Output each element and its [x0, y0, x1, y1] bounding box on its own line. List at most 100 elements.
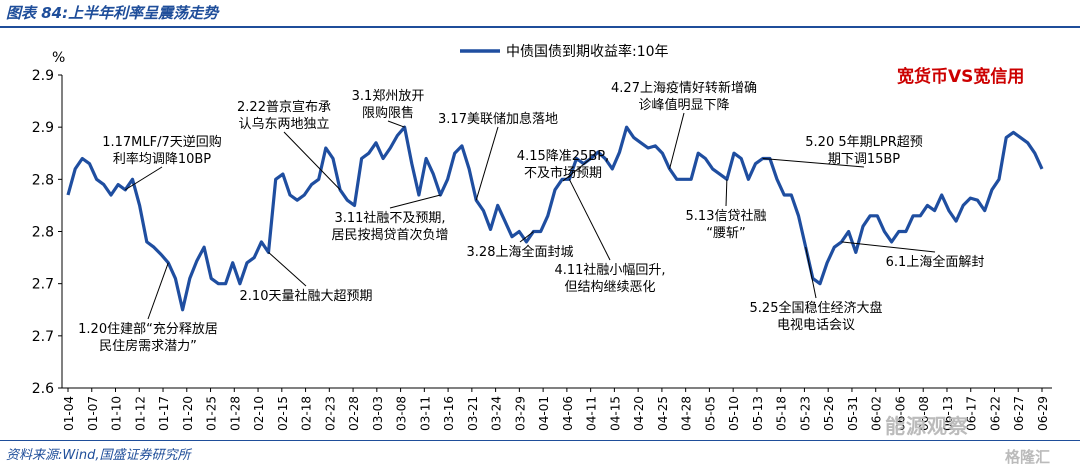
x-tick-label: 05-05	[703, 396, 717, 431]
annotation-leader	[841, 241, 936, 253]
annotation-text: 3.17美联储加息落地	[438, 111, 558, 127]
annotation-line: 2.22普京宣布承	[237, 99, 331, 115]
x-tick-label: 04-11	[585, 396, 599, 431]
annotation-line: 1.17MLF/7天逆回购	[102, 134, 222, 150]
annotation-leader	[725, 179, 728, 207]
annotation-leader	[475, 126, 499, 201]
annotation: 1.20住建部“充分释放居民住房需求潜力”	[78, 262, 218, 354]
annotation: 2.22普京宣布承认乌东两地独立	[237, 99, 341, 191]
x-tick-label: 01-25	[205, 396, 219, 431]
line-layer	[66, 125, 1044, 312]
annotation-leader	[762, 157, 865, 168]
annotation: 4.27上海疫情好转新增确诊峰值明显下降	[611, 80, 757, 170]
x-tick-label: 06-27	[1012, 396, 1026, 431]
x-tick-label: 02-23	[323, 396, 337, 431]
x-tick-label: 05-23	[798, 396, 812, 431]
annotation-line: 4.27上海疫情好转新增确	[611, 80, 757, 96]
annotation-line: 但结构继续恶化	[564, 280, 655, 295]
annotation: 3.11社融不及预期,居民按揭贷首次负增	[331, 194, 449, 243]
x-tick-label: 03-24	[490, 396, 504, 431]
x-tick-label: 03-29	[513, 396, 527, 431]
annotation-text: 1.20住建部“充分释放居民住房需求潜力”	[78, 321, 218, 354]
x-tick-label: 01-28	[228, 396, 242, 431]
annotation-text: 4.15降准25BP,不及市场预期	[517, 149, 609, 181]
x-tick-label: 06-22	[988, 396, 1002, 431]
x-tick-label: 03-21	[466, 396, 480, 431]
annotation-leader	[805, 247, 817, 299]
x-tick-label: 06-13	[941, 396, 955, 431]
x-tick-label: 04-01	[537, 396, 551, 431]
annotation-text: 4.11社融小幅回升, 但结构继续恶化	[554, 262, 665, 295]
axis-layer: 2.9 2.9 2.8 2.8 2.7 2.7 2.6% 01-04 01-07 01-10 01-…	[32, 50, 1052, 431]
x-tick-label: 02-10	[252, 396, 266, 431]
annotation-line: 认乌东两地独立	[238, 116, 329, 132]
y-tick-label: 2.8	[32, 172, 54, 188]
source-note: 资料来源:Wind,国盛证券研究所	[6, 448, 191, 463]
x-tick-label: 01-07	[86, 396, 100, 431]
x-tick-label: 01-04	[62, 396, 76, 431]
annotation: 2.10天量社融大超预期	[240, 251, 373, 304]
annotation-line: 民住房需求潜力”	[99, 338, 197, 354]
annotation-line: 2.10天量社融大超预期	[240, 288, 373, 304]
annotation: 1.17MLF/7天逆回购利率均调降10BP	[102, 134, 222, 191]
x-tick-label: 01-20	[181, 396, 195, 431]
annotation-line: 3.28上海全面封城	[467, 244, 574, 260]
series-line-10y	[66, 125, 1044, 312]
annotation-text: 3.1郑州放开限购限售	[352, 89, 425, 121]
corner-label: 宽货币VS宽信用	[897, 66, 1024, 87]
annotation-leader	[268, 251, 307, 287]
annotation-leader	[283, 131, 341, 191]
annotation-line: 5.20 5年期LPR超预	[805, 135, 922, 150]
annotation-line: 利率均调降10BP	[113, 151, 211, 167]
x-tick-label: 01-10	[110, 396, 124, 431]
annotation-line: 3.17美联储加息落地	[438, 111, 558, 127]
x-tick-label: 02-15	[276, 396, 290, 431]
watermark-wechat: 能源观察	[885, 414, 969, 438]
annotation-line: 5.13信贷社融	[686, 208, 767, 224]
annotation-leader	[389, 194, 441, 209]
annotation-text: 2.10天量社融大超预期	[240, 288, 373, 304]
x-tick-label: 06-17	[965, 396, 979, 431]
line-chart: 2.9 2.9 2.8 2.8 2.7 2.7 2.6% 01-04 01-07 01-10 01-…	[32, 43, 1052, 431]
annotation-line: 5.25全国稳住经济大盘	[750, 300, 883, 316]
x-tick-label: 03-03	[371, 396, 385, 431]
annotation-text: 5.25全国稳住经济大盘电视电话会议	[750, 300, 883, 333]
annotation-text: 2.22普京宣布承认乌东两地独立	[237, 99, 331, 132]
x-tick-label: 02-28	[347, 396, 361, 431]
x-tick-label: 04-28	[680, 396, 694, 431]
annotation-line: 1.20住建部“充分释放居	[78, 321, 218, 337]
x-tick-label: 03-11	[418, 396, 432, 431]
annotation-line: 6.1上海全面解封	[886, 254, 985, 270]
annotation: 6.1上海全面解封	[841, 241, 985, 270]
x-tick-label: 06-02	[870, 396, 884, 431]
x-tick-label: 04-06	[561, 396, 575, 431]
annotation: 5.13信贷社融 “腰斩”	[686, 179, 767, 241]
annotation-text: 3.11社融不及预期,居民按揭贷首次负增	[331, 210, 448, 243]
annotation-layer: 1.17MLF/7天逆回购利率均调降10BP 1.20住建部“充分释放居民住房需求…	[78, 80, 984, 354]
x-tick-label: 01-12	[133, 396, 147, 431]
annotation-line: 诊峰值明显下降	[638, 97, 729, 113]
annotation-line: 不及市场预期	[524, 165, 602, 181]
y-tick-label: 2.9	[32, 68, 54, 84]
annotation: 5.20 5年期LPR超预期下调15BP	[762, 135, 923, 168]
annotation-leader	[147, 262, 169, 320]
annotation: 4.11社融小幅回升, 但结构继续恶化	[554, 179, 666, 295]
x-tick-label: 05-26	[822, 396, 836, 431]
x-tick-label: 04-25	[656, 396, 670, 431]
x-tick-label: 06-08	[917, 396, 931, 431]
annotation: 3.1郑州放开限购限售	[352, 89, 425, 128]
annotation-leader	[669, 112, 685, 170]
y-tick-label: 2.8	[32, 225, 54, 241]
annotation-line: 限购限售	[362, 105, 414, 121]
legend-label: 中债国债到期收益率:10年	[506, 43, 669, 60]
x-tick-label: 03-16	[442, 396, 456, 431]
y-tick-label: 2.9	[32, 120, 54, 136]
annotation-line: “腰斩”	[706, 226, 745, 241]
annotation-text: 3.28上海全面封城	[467, 244, 574, 260]
x-tick-label: 05-31	[846, 396, 860, 431]
footer-rule	[0, 440, 1080, 441]
x-tick-label: 06-06	[893, 396, 907, 431]
x-tick-label: 04-20	[632, 396, 646, 431]
annotation-line: 3.11社融不及预期,	[334, 210, 445, 226]
